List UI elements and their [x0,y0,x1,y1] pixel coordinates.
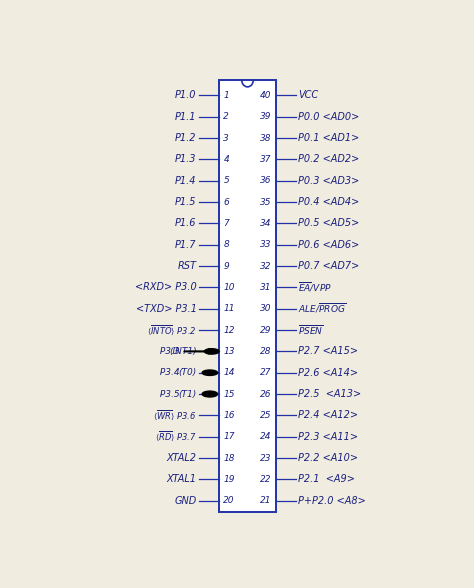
Text: P2.1  <A9>: P2.1 <A9> [299,475,356,485]
Text: (T1): (T1) [178,389,197,399]
Text: 15: 15 [223,389,235,399]
Text: P1.0: P1.0 [175,91,197,101]
Text: 12: 12 [223,326,235,335]
Text: 17: 17 [223,432,235,441]
Text: P2.7 <A15>: P2.7 <A15> [299,346,358,356]
Text: P1.5: P1.5 [175,197,197,207]
Text: P1.1: P1.1 [175,112,197,122]
Text: XTAL2: XTAL2 [167,453,197,463]
Text: RST: RST [178,261,197,271]
Text: GND: GND [174,496,197,506]
Text: P0.4 <AD4>: P0.4 <AD4> [299,197,360,207]
Text: <RXD> P3.0: <RXD> P3.0 [135,282,197,292]
Text: 39: 39 [260,112,272,121]
Text: 37: 37 [260,155,272,164]
Text: XTAL1: XTAL1 [167,475,197,485]
Text: 9: 9 [223,262,229,270]
Text: P0.0 <AD0>: P0.0 <AD0> [299,112,360,122]
Ellipse shape [202,370,218,375]
Text: P0.7 <AD7>: P0.7 <AD7> [299,261,360,271]
Text: 30: 30 [260,304,272,313]
Bar [219,79,276,512]
Text: 40: 40 [260,91,272,100]
Text: 3: 3 [223,133,229,143]
Text: 36: 36 [260,176,272,185]
Text: 28: 28 [260,347,272,356]
Text: $\langle\overline{INTO}\rangle$ P3.2: $\langle\overline{INTO}\rangle$ P3.2 [147,323,197,337]
Text: P1.6: P1.6 [175,218,197,228]
Text: P1.2: P1.2 [175,133,197,143]
Text: <TXD> P3.1: <TXD> P3.1 [136,304,197,314]
Text: 1: 1 [223,91,229,100]
Text: 19: 19 [223,475,235,484]
Text: (INT1): (INT1) [169,347,197,356]
Text: VCC: VCC [299,91,319,101]
Text: P2.4 <A12>: P2.4 <A12> [299,410,358,420]
Text: 32: 32 [260,262,272,270]
Text: 11: 11 [223,304,235,313]
Text: P1.7: P1.7 [175,240,197,250]
Text: 6: 6 [223,198,229,206]
Text: 22: 22 [260,475,272,484]
Text: P+P2.0 <A8>: P+P2.0 <A8> [299,496,366,506]
Text: 5: 5 [223,176,229,185]
Text: 33: 33 [260,240,272,249]
Ellipse shape [204,349,219,354]
Text: P0.2 <AD2>: P0.2 <AD2> [299,155,360,165]
Text: 16: 16 [223,411,235,420]
Text: P3.5: P3.5 [157,389,180,399]
Text: 26: 26 [260,389,272,399]
Text: 25: 25 [260,411,272,420]
Text: P2.6 <A14>: P2.6 <A14> [299,368,358,377]
Text: ALE/$\overline{PROG}$: ALE/$\overline{PROG}$ [299,302,346,315]
Text: 13: 13 [223,347,235,356]
Text: P2.5  <A13>: P2.5 <A13> [299,389,362,399]
Text: 38: 38 [260,133,272,143]
Text: P2.3 <A11>: P2.3 <A11> [299,432,358,442]
Text: 24: 24 [260,432,272,441]
Text: 27: 27 [260,368,272,377]
Text: 8: 8 [223,240,229,249]
Text: $\langle\overline{WR}\rangle$ P3.6: $\langle\overline{WR}\rangle$ P3.6 [154,409,197,422]
Text: $\langle\overline{RD}\rangle$ P3.7: $\langle\overline{RD}\rangle$ P3.7 [155,430,197,443]
Text: 34: 34 [260,219,272,228]
Text: P0.1 <AD1>: P0.1 <AD1> [299,133,360,143]
Ellipse shape [202,391,218,397]
Text: P1.3: P1.3 [175,155,197,165]
Text: P0.3 <AD3>: P0.3 <AD3> [299,176,360,186]
Text: 21: 21 [260,496,272,505]
Text: 31: 31 [260,283,272,292]
Text: P2.2 <A10>: P2.2 <A10> [299,453,358,463]
Text: $\overline{EA}$/VPP: $\overline{EA}$/VPP [299,281,332,294]
Text: (T0): (T0) [178,368,197,377]
Text: P0.5 <AD5>: P0.5 <AD5> [299,218,360,228]
Text: P3.3: P3.3 [157,347,180,356]
Text: 20: 20 [223,496,235,505]
Text: 23: 23 [260,453,272,463]
Text: P3.4: P3.4 [157,368,180,377]
Text: P1.4: P1.4 [175,176,197,186]
Text: 4: 4 [223,155,229,164]
Text: 18: 18 [223,453,235,463]
Text: $\overline{PSEN}$: $\overline{PSEN}$ [299,323,324,337]
Text: 14: 14 [223,368,235,377]
Text: P0.6 <AD6>: P0.6 <AD6> [299,240,360,250]
Text: 10: 10 [223,283,235,292]
Text: 35: 35 [260,198,272,206]
Text: 29: 29 [260,326,272,335]
Text: 7: 7 [223,219,229,228]
Text: 2: 2 [223,112,229,121]
